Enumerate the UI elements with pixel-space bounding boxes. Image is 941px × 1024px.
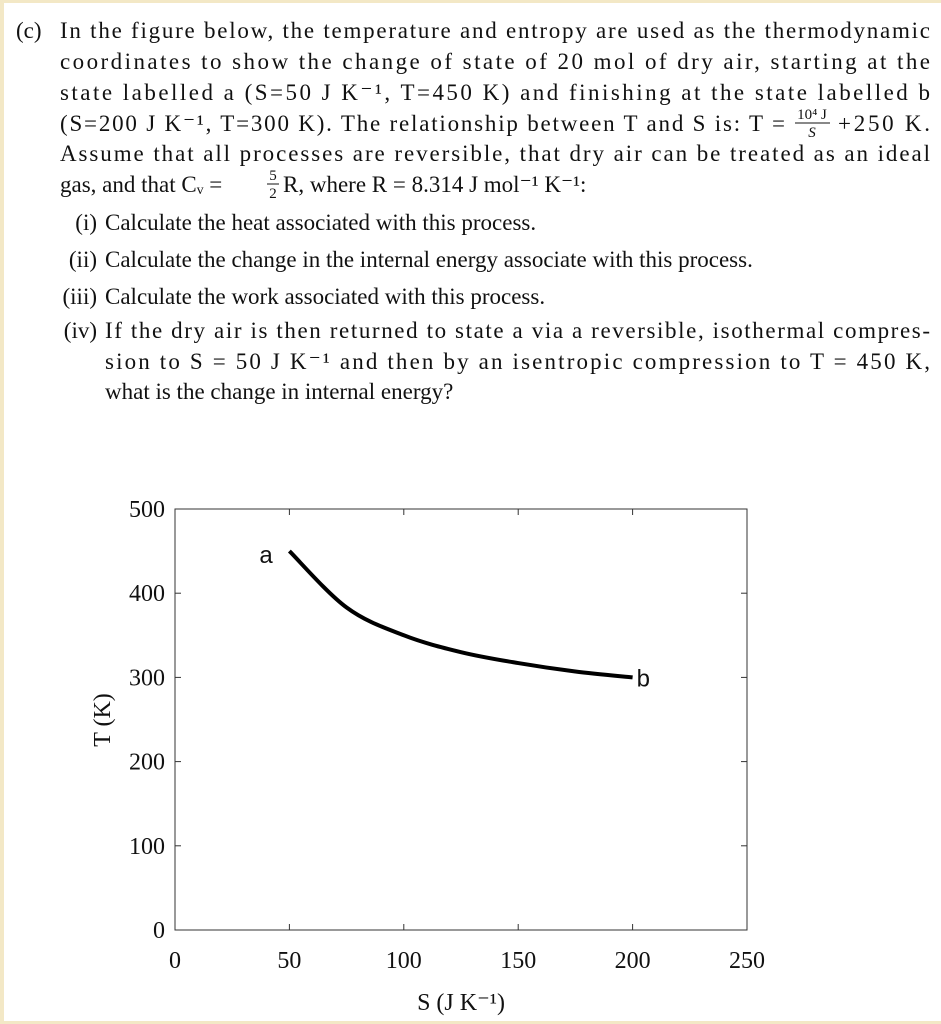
y-tick-label: 500 [129,497,165,523]
x-axis-label: S (J K⁻¹) [417,990,505,1016]
text-line: R, where R = 8.314 J mol⁻¹ K⁻¹: [283,172,586,197]
item-text: Calculate the work associated with this … [105,284,545,309]
top-border [0,0,941,3]
item-label: (i) [75,210,97,235]
text-line: In the figure below, the temperature and… [60,18,930,43]
text-line: state labelled a (S=50 J K⁻¹, T=450 K) a… [60,80,930,105]
curve [287,549,633,680]
fraction-numerator: 10⁴ J [797,107,827,123]
state-label: a [259,542,273,569]
text-line: Assume that all processes are reversible… [60,141,930,166]
y-tick-label: 0 [153,918,165,944]
item-text: sion to S = 50 J K⁻¹ and then by an isen… [105,349,930,374]
plot-area [174,508,748,931]
y-tick-label: 300 [129,665,165,691]
item-text: what is the change in internal energy? [105,379,453,404]
left-border [0,0,4,1024]
text-line: +250 K. [838,111,930,136]
question-label: (c) [16,18,42,43]
text-line: coordinates to show the change of state … [60,49,930,74]
item-text: Calculate the heat associated with this … [105,210,536,235]
fraction-numerator: 5 [269,168,277,184]
fraction-denominator: S [808,125,816,141]
x-tick-label: 250 [729,948,765,974]
x-tick-label: 150 [500,948,536,974]
x-tick-label: 50 [277,948,301,974]
item-text: If the dry air is then returned to state… [105,318,930,343]
x-tick-label: 200 [615,948,651,974]
text-line: gas, and that Cᵥ = [60,172,222,197]
item-label: (iv) [64,318,97,343]
x-tick-label: 100 [386,948,422,974]
fraction-denominator: 2 [269,186,277,202]
item-label: (iii) [63,284,98,309]
y-tick-label: 100 [129,834,165,860]
state-label: b [637,665,650,692]
text-line: (S=200 J K⁻¹, T=300 K). The relationship… [60,111,785,136]
bottom-border [0,1021,941,1024]
y-axis-label: T (K) [90,693,116,747]
x-tick-label: 0 [169,948,181,974]
item-text: Calculate the change in the internal ene… [105,247,753,272]
item-label: (ii) [69,247,97,272]
y-tick-label: 200 [129,750,165,776]
y-tick-label: 400 [129,581,165,607]
